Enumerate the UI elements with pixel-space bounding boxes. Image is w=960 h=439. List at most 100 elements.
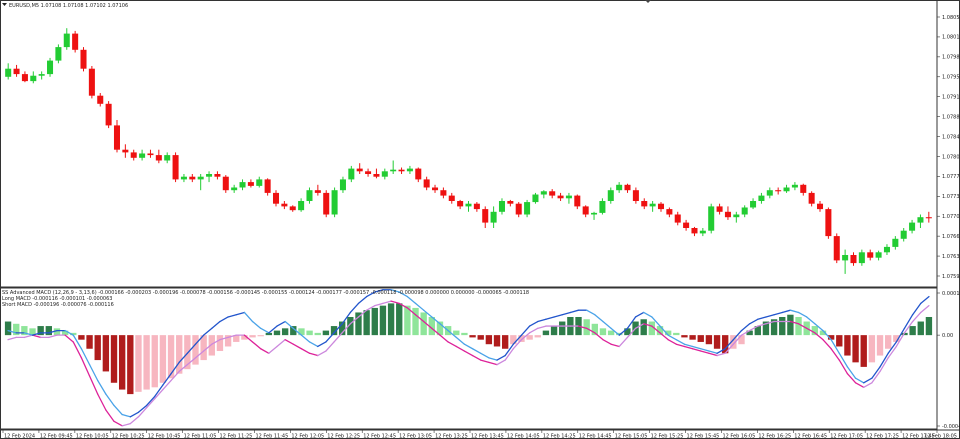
candle bbox=[222, 175, 229, 193]
line-segment bbox=[439, 323, 449, 332]
line-segment bbox=[333, 323, 343, 334]
line-segment bbox=[683, 345, 694, 350]
line-segment bbox=[675, 339, 686, 345]
candle-body bbox=[716, 206, 723, 212]
histogram-bar bbox=[135, 335, 142, 392]
line-segment bbox=[716, 352, 726, 357]
line-segment bbox=[920, 295, 930, 305]
line-segment bbox=[243, 334, 254, 343]
line-segment bbox=[496, 359, 506, 366]
histogram-bar bbox=[257, 335, 264, 337]
candle-body bbox=[21, 74, 28, 82]
candle-body bbox=[657, 203, 665, 210]
line-segment bbox=[178, 363, 189, 373]
histogram-bar bbox=[167, 335, 175, 379]
candle bbox=[214, 171, 221, 180]
line-segment bbox=[626, 316, 637, 329]
candle-body bbox=[189, 176, 196, 180]
histogram-bar bbox=[102, 335, 110, 372]
line-segment bbox=[121, 413, 131, 418]
candle-body bbox=[666, 209, 673, 215]
line-segment bbox=[48, 334, 58, 339]
candle-body bbox=[524, 202, 531, 215]
histogram-bar bbox=[330, 326, 338, 336]
time-label: 12 Feb 15:25 bbox=[651, 434, 684, 439]
histogram-bar bbox=[322, 330, 330, 336]
histogram-bar bbox=[591, 323, 598, 336]
line-segment bbox=[431, 327, 441, 336]
candle-body bbox=[180, 176, 187, 180]
line-segment bbox=[887, 341, 897, 354]
histogram-bar bbox=[893, 335, 900, 342]
candle bbox=[256, 176, 263, 188]
candle-body bbox=[825, 209, 832, 237]
line-segment bbox=[691, 345, 702, 350]
candle-body bbox=[498, 201, 505, 212]
histogram-bar bbox=[428, 316, 436, 336]
line-segment bbox=[121, 422, 131, 427]
candle-body bbox=[13, 68, 20, 75]
line-segment bbox=[700, 348, 710, 352]
line-segment bbox=[243, 311, 254, 323]
line-segment bbox=[97, 379, 107, 395]
line-segment bbox=[854, 382, 865, 388]
candle bbox=[507, 199, 514, 207]
line-segment bbox=[561, 311, 572, 316]
line-segment bbox=[887, 345, 897, 359]
histogram-bar bbox=[827, 335, 835, 340]
line-segment bbox=[496, 354, 506, 361]
line-segment bbox=[471, 354, 482, 361]
line-segment bbox=[268, 325, 278, 334]
candle bbox=[331, 187, 338, 218]
candle bbox=[808, 191, 815, 207]
line-segment bbox=[781, 309, 792, 314]
price-label: 1.07915 bbox=[942, 94, 960, 100]
candle bbox=[47, 57, 54, 77]
candle bbox=[339, 176, 346, 193]
candle-body bbox=[398, 169, 405, 172]
long-macd-line bbox=[7, 289, 930, 418]
candle bbox=[55, 44, 62, 64]
candle-body bbox=[164, 155, 171, 161]
candle-body bbox=[97, 95, 104, 104]
line-segment bbox=[667, 334, 677, 341]
candle bbox=[683, 219, 690, 231]
histogram-bar bbox=[762, 321, 770, 336]
candle-body bbox=[482, 209, 489, 223]
histogram-bar bbox=[53, 328, 61, 336]
line-segment bbox=[333, 332, 343, 343]
candle bbox=[565, 192, 572, 204]
price-label: 1.07845 bbox=[942, 134, 960, 140]
time-label: 12 Feb 17:25 bbox=[866, 434, 899, 439]
candle-body bbox=[909, 222, 916, 231]
line-segment bbox=[463, 350, 474, 357]
symbol-dropdown-icon[interactable] bbox=[2, 3, 7, 6]
candle-body bbox=[432, 187, 439, 191]
macd-scale-label: 0.00 bbox=[942, 333, 953, 339]
histogram-bar bbox=[819, 330, 827, 336]
time-label: 12 Feb 14:45 bbox=[579, 434, 612, 439]
histogram-bar bbox=[705, 335, 713, 345]
candle-body bbox=[239, 182, 246, 188]
line-segment bbox=[545, 316, 555, 320]
candle bbox=[465, 201, 472, 212]
candle-body bbox=[130, 152, 137, 158]
candle bbox=[925, 211, 932, 223]
chart-shift-marker-icon[interactable] bbox=[645, 0, 651, 3]
candle bbox=[164, 152, 171, 164]
line-segment bbox=[23, 332, 34, 336]
candle-body bbox=[272, 192, 280, 204]
time-label: 12 Feb 13:45 bbox=[471, 434, 504, 439]
line-segment bbox=[643, 311, 653, 318]
candle bbox=[113, 120, 120, 153]
candle-body bbox=[641, 201, 648, 207]
line-segment bbox=[439, 334, 449, 343]
price-scale: 1.08050 1.08015 1.07985 1.07950 1.07915 1.078… bbox=[937, 15, 960, 280]
histogram-bar bbox=[689, 335, 696, 340]
line-segment bbox=[602, 320, 612, 329]
time-label: 12 Feb 15:45 bbox=[687, 434, 720, 439]
line-segment bbox=[659, 332, 669, 341]
candle-body bbox=[858, 252, 865, 264]
line-segment bbox=[602, 339, 612, 345]
line-segment bbox=[162, 379, 172, 391]
